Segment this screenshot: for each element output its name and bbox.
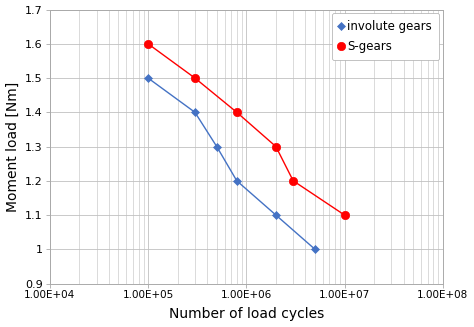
S-gears [291, 179, 296, 183]
Legend: involute gears, S-gears: involute gears, S-gears [332, 13, 439, 60]
involute gears [273, 213, 279, 217]
X-axis label: Number of load cycles: Number of load cycles [169, 307, 324, 321]
S-gears [234, 110, 240, 114]
involute gears [145, 76, 151, 80]
Y-axis label: Moment load [Nm]: Moment load [Nm] [6, 81, 19, 212]
involute gears [192, 110, 198, 114]
involute gears [214, 145, 219, 148]
S-gears [342, 213, 347, 217]
Line: S-gears: S-gears [144, 40, 349, 219]
S-gears [192, 76, 198, 80]
Line: involute gears: involute gears [146, 75, 318, 252]
involute gears [234, 179, 240, 183]
S-gears [145, 42, 151, 46]
S-gears [273, 145, 279, 148]
involute gears [312, 247, 318, 251]
